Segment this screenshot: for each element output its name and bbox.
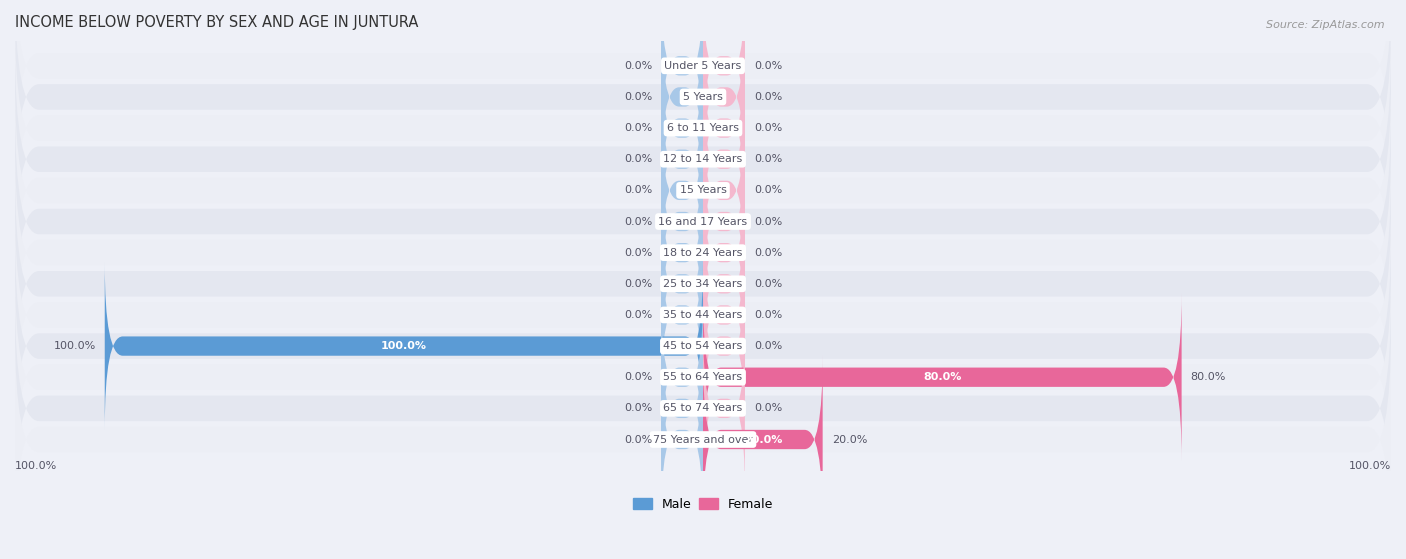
Text: 75 Years and over: 75 Years and over: [652, 434, 754, 444]
Text: 55 to 64 Years: 55 to 64 Years: [664, 372, 742, 382]
FancyBboxPatch shape: [661, 13, 703, 181]
Text: 0.0%: 0.0%: [624, 404, 652, 413]
FancyBboxPatch shape: [703, 356, 823, 523]
Legend: Male, Female: Male, Female: [628, 493, 778, 516]
Text: 0.0%: 0.0%: [624, 434, 652, 444]
FancyBboxPatch shape: [703, 200, 745, 368]
Text: 0.0%: 0.0%: [754, 186, 782, 195]
Text: 100.0%: 100.0%: [381, 341, 427, 351]
FancyBboxPatch shape: [661, 0, 703, 150]
Text: 20.0%: 20.0%: [744, 434, 782, 444]
FancyBboxPatch shape: [661, 44, 703, 212]
FancyBboxPatch shape: [15, 328, 1391, 551]
Text: 0.0%: 0.0%: [624, 186, 652, 195]
FancyBboxPatch shape: [703, 107, 745, 274]
Text: 65 to 74 Years: 65 to 74 Years: [664, 404, 742, 413]
FancyBboxPatch shape: [15, 0, 1391, 209]
FancyBboxPatch shape: [703, 138, 745, 305]
Text: 0.0%: 0.0%: [624, 123, 652, 133]
Text: 0.0%: 0.0%: [624, 372, 652, 382]
Text: 25 to 34 Years: 25 to 34 Years: [664, 279, 742, 289]
Text: 100.0%: 100.0%: [15, 461, 58, 471]
Text: INCOME BELOW POVERTY BY SEX AND AGE IN JUNTURA: INCOME BELOW POVERTY BY SEX AND AGE IN J…: [15, 15, 419, 30]
Text: 16 and 17 Years: 16 and 17 Years: [658, 216, 748, 226]
Text: 0.0%: 0.0%: [624, 248, 652, 258]
Text: 0.0%: 0.0%: [624, 92, 652, 102]
FancyBboxPatch shape: [661, 138, 703, 305]
FancyBboxPatch shape: [703, 13, 745, 181]
FancyBboxPatch shape: [15, 48, 1391, 271]
FancyBboxPatch shape: [15, 141, 1391, 364]
FancyBboxPatch shape: [661, 325, 703, 492]
Text: 15 Years: 15 Years: [679, 186, 727, 195]
Text: 0.0%: 0.0%: [754, 248, 782, 258]
Text: 0.0%: 0.0%: [754, 279, 782, 289]
Text: 18 to 24 Years: 18 to 24 Years: [664, 248, 742, 258]
Text: 80.0%: 80.0%: [924, 372, 962, 382]
Text: 45 to 54 Years: 45 to 54 Years: [664, 341, 742, 351]
FancyBboxPatch shape: [15, 266, 1391, 489]
FancyBboxPatch shape: [15, 110, 1391, 333]
FancyBboxPatch shape: [703, 0, 745, 150]
Text: Source: ZipAtlas.com: Source: ZipAtlas.com: [1267, 20, 1385, 30]
Text: 0.0%: 0.0%: [754, 92, 782, 102]
FancyBboxPatch shape: [15, 172, 1391, 396]
FancyBboxPatch shape: [104, 262, 703, 430]
Text: 12 to 14 Years: 12 to 14 Years: [664, 154, 742, 164]
Text: 35 to 44 Years: 35 to 44 Years: [664, 310, 742, 320]
FancyBboxPatch shape: [703, 293, 1181, 461]
Text: 0.0%: 0.0%: [624, 310, 652, 320]
FancyBboxPatch shape: [15, 79, 1391, 302]
Text: 100.0%: 100.0%: [53, 341, 96, 351]
Text: 0.0%: 0.0%: [624, 216, 652, 226]
Text: 5 Years: 5 Years: [683, 92, 723, 102]
Text: 6 to 11 Years: 6 to 11 Years: [666, 123, 740, 133]
FancyBboxPatch shape: [703, 262, 745, 430]
FancyBboxPatch shape: [15, 0, 1391, 178]
FancyBboxPatch shape: [15, 16, 1391, 240]
Text: 80.0%: 80.0%: [1191, 372, 1226, 382]
FancyBboxPatch shape: [661, 75, 703, 243]
Text: 0.0%: 0.0%: [754, 154, 782, 164]
Text: Under 5 Years: Under 5 Years: [665, 61, 741, 71]
FancyBboxPatch shape: [703, 231, 745, 399]
FancyBboxPatch shape: [15, 234, 1391, 458]
Text: 0.0%: 0.0%: [754, 61, 782, 71]
FancyBboxPatch shape: [703, 325, 745, 492]
Text: 0.0%: 0.0%: [754, 404, 782, 413]
FancyBboxPatch shape: [661, 107, 703, 274]
Text: 0.0%: 0.0%: [754, 123, 782, 133]
FancyBboxPatch shape: [703, 44, 745, 212]
Text: 100.0%: 100.0%: [1348, 461, 1391, 471]
Text: 20.0%: 20.0%: [831, 434, 868, 444]
Text: 0.0%: 0.0%: [754, 310, 782, 320]
Text: 0.0%: 0.0%: [624, 279, 652, 289]
FancyBboxPatch shape: [661, 200, 703, 368]
FancyBboxPatch shape: [703, 169, 745, 337]
Text: 0.0%: 0.0%: [624, 61, 652, 71]
Text: 0.0%: 0.0%: [754, 341, 782, 351]
FancyBboxPatch shape: [15, 297, 1391, 520]
Text: 0.0%: 0.0%: [754, 216, 782, 226]
FancyBboxPatch shape: [661, 169, 703, 337]
FancyBboxPatch shape: [703, 75, 745, 243]
FancyBboxPatch shape: [661, 356, 703, 523]
FancyBboxPatch shape: [15, 203, 1391, 427]
FancyBboxPatch shape: [661, 293, 703, 461]
Text: 0.0%: 0.0%: [624, 154, 652, 164]
FancyBboxPatch shape: [661, 231, 703, 399]
